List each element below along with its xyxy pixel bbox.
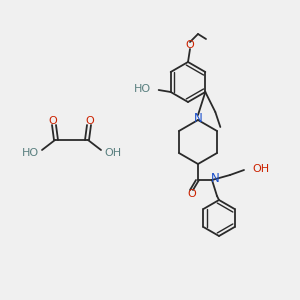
Text: HO: HO <box>22 148 39 158</box>
Text: O: O <box>85 116 94 126</box>
Text: O: O <box>188 189 196 199</box>
Text: OH: OH <box>252 164 269 174</box>
Text: N: N <box>211 172 219 184</box>
Text: OH: OH <box>104 148 121 158</box>
Text: O: O <box>186 40 194 50</box>
Text: N: N <box>194 112 202 124</box>
Text: HO: HO <box>134 84 151 94</box>
Text: O: O <box>49 116 57 126</box>
